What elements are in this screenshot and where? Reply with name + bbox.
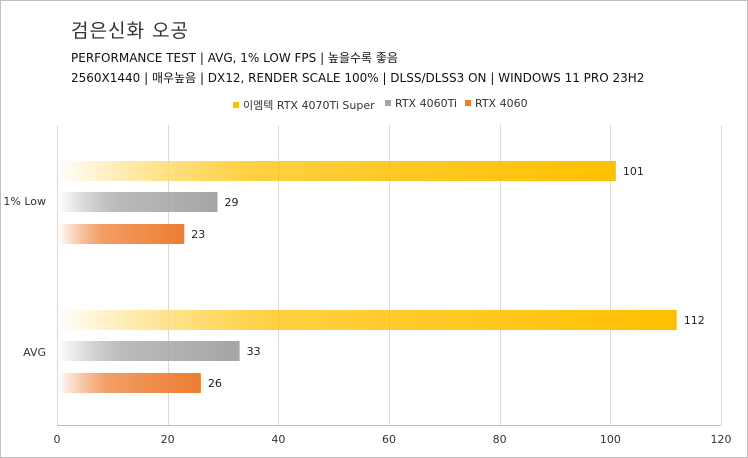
legend-label-series-1: 이엠텍 RTX 4070Ti Super (243, 99, 375, 112)
x-tick-label-60: 60 (382, 433, 396, 446)
x-tick-label-120: 120 (711, 433, 732, 446)
bar-series-3-cat-0 (58, 224, 185, 244)
x-tick-label-0: 0 (54, 433, 61, 446)
data-label-series-1-cat-1: 112 (684, 314, 705, 327)
bar-series-3-cat-1 (58, 373, 201, 393)
x-tick-label-80: 80 (493, 433, 507, 446)
chart-subtitle-2: 2560X1440 | 매우높음 | DX12, RENDER SCALE 10… (71, 71, 645, 85)
bar-series-2-cat-0 (58, 192, 218, 212)
bar-series-2-cat-1 (58, 341, 240, 361)
data-label-series-1-cat-0: 101 (623, 165, 644, 178)
legend-swatch-series-1 (233, 102, 239, 108)
legend-item-series-1: 이엠텍 RTX 4070Ti Super (233, 97, 375, 113)
data-label-series-2-cat-0: 29 (224, 196, 238, 209)
x-tick-label-100: 100 (600, 433, 621, 446)
legend-swatch-series-3 (465, 100, 471, 106)
category-label-0: 1% Low (3, 195, 46, 208)
bar-series-1-cat-1 (58, 310, 677, 330)
legend-label-series-3: RTX 4060 (475, 97, 528, 110)
category-label-1: AVG (23, 346, 46, 359)
legend-swatch-series-2 (385, 100, 391, 106)
legend-item-series-2: RTX 4060Ti (385, 97, 457, 110)
bar-series-1-cat-0 (58, 161, 616, 181)
data-label-series-3-cat-0: 23 (191, 228, 205, 241)
data-label-series-3-cat-1: 26 (208, 377, 222, 390)
legend-item-series-3: RTX 4060 (465, 97, 528, 110)
chart-subtitle-1: PERFORMANCE TEST | AVG, 1% LOW FPS | 높을수… (71, 51, 398, 65)
chart-legend: 이엠텍 RTX 4070Ti Super RTX 4060Ti RTX 4060 (0, 97, 748, 113)
chart-title: 검은신화 오공 (71, 20, 189, 42)
data-label-series-2-cat-1: 33 (247, 345, 261, 358)
x-tick-label-40: 40 (271, 433, 285, 446)
x-tick-label-20: 20 (161, 433, 175, 446)
legend-label-series-2: RTX 4060Ti (395, 97, 458, 110)
